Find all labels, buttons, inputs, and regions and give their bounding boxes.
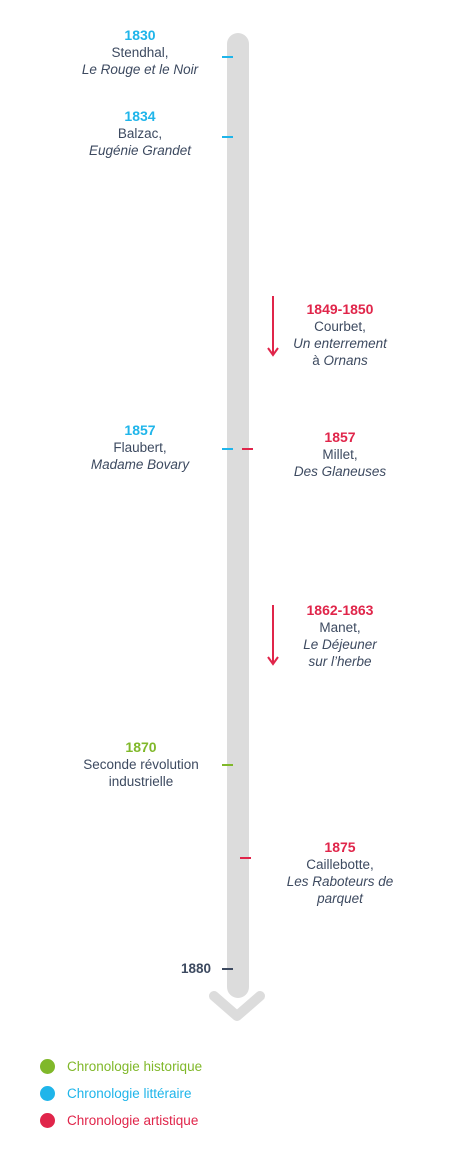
event-work: Le Rouge et le Noir (81, 62, 199, 77)
legend-item-litteraire: Chronologie littéraire (40, 1080, 202, 1107)
event-work-cont: à Ornans (312, 353, 368, 368)
legend-dot-litteraire (40, 1086, 55, 1101)
legend-dot-historique (40, 1059, 55, 1074)
event-work: Des Glaneuses (293, 464, 387, 479)
event-work: Eugénie Grandet (88, 143, 192, 158)
event-author: Balzac, (117, 126, 163, 141)
event-work: Le Déjeuner (303, 637, 377, 652)
event-1857-flaubert: 1857 Flaubert, Madame Bovary (75, 422, 205, 473)
event-work: Madame Bovary (90, 457, 190, 472)
event-year: 1857 (324, 429, 356, 445)
event-1849: 1849-1850 Courbet, Un enterrement à Orna… (270, 301, 410, 369)
tick-1870 (222, 764, 233, 766)
tick-1834 (222, 136, 233, 138)
legend-label-artistique: Chronologie artistique (67, 1113, 199, 1128)
legend-item-artistique: Chronologie artistique (40, 1107, 202, 1134)
event-1834: 1834 Balzac, Eugénie Grandet (75, 108, 205, 159)
event-year: 1830 (124, 27, 156, 43)
tick-1830 (222, 56, 233, 58)
event-work: Un enterrement (293, 336, 387, 351)
event-title-1: Seconde révolution (83, 757, 199, 772)
event-1862: 1862-1863 Manet, Le Déjeuner sur l’herbe (270, 602, 410, 670)
event-author: Flaubert, (113, 440, 167, 455)
event-1857-millet: 1857 Millet, Des Glaneuses (270, 429, 410, 480)
legend-label-historique: Chronologie historique (67, 1059, 203, 1074)
period-arrow-1849 (267, 296, 279, 357)
period-arrow-1862 (267, 605, 279, 666)
event-author: Courbet, (314, 319, 366, 334)
legend-label-litteraire: Chronologie littéraire (67, 1086, 192, 1101)
tick-1875 (240, 857, 251, 859)
end-year-label: 1880 (181, 961, 212, 976)
event-1875: 1875 Caillebotte, Les Raboteurs de parqu… (270, 839, 410, 907)
event-work-place: Ornans (323, 353, 368, 368)
event-work-cont: parquet (317, 891, 363, 906)
event-year: 1857 (124, 422, 156, 438)
event-1830: 1830 Stendhal, Le Rouge et le Noir (60, 27, 220, 78)
tick-1880 (222, 968, 233, 970)
tick-1857-red (242, 448, 253, 450)
event-author: Stendhal, (111, 45, 169, 60)
timeline-arrowhead (209, 991, 265, 1021)
timeline-shaft (227, 33, 249, 998)
event-author: Millet, (322, 447, 358, 462)
event-author: Manet, (319, 620, 361, 635)
event-year: 1862-1863 (306, 602, 374, 618)
event-work: Les Raboteurs de (286, 874, 394, 889)
event-year: 1834 (124, 108, 156, 124)
legend-dot-artistique (40, 1113, 55, 1128)
event-author: Caillebotte, (306, 857, 374, 872)
tick-1857-blue (222, 448, 233, 450)
event-title-2: industrielle (108, 774, 174, 789)
legend-item-historique: Chronologie historique (40, 1053, 202, 1080)
legend: Chronologie historique Chronologie litté… (40, 1053, 202, 1134)
event-work-cont: sur l’herbe (308, 654, 372, 669)
event-year: 1875 (324, 839, 356, 855)
event-year: 1870 (125, 739, 157, 755)
event-1870: 1870 Seconde révolution industrielle (65, 739, 217, 790)
event-year: 1849-1850 (306, 301, 374, 317)
